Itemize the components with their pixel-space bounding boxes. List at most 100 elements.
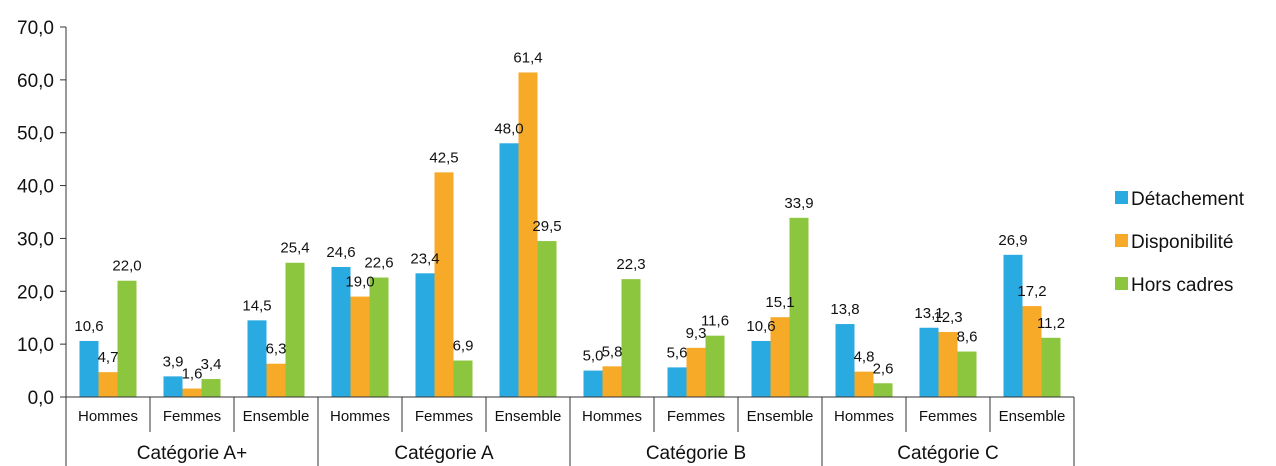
- subcategory-label: Ensemble: [243, 408, 310, 425]
- bar: [499, 143, 519, 397]
- data-label: 22,0: [112, 258, 141, 275]
- bar: [919, 327, 939, 397]
- bar: [266, 363, 286, 397]
- bar: [163, 376, 183, 397]
- legend-swatch: [1115, 277, 1128, 290]
- bar: [182, 388, 202, 397]
- group-label: Catégorie C: [897, 443, 998, 464]
- bar: [518, 72, 538, 397]
- group-label: Catégorie A+: [137, 443, 247, 464]
- subcategory-label: Hommes: [330, 408, 390, 425]
- data-label: 5,6: [667, 344, 688, 361]
- y-tick-label: 20,0: [17, 282, 54, 303]
- subcategory-label: Ensemble: [747, 408, 814, 425]
- bar: [285, 262, 305, 397]
- bar: [957, 351, 977, 397]
- data-label: 26,9: [998, 232, 1027, 249]
- bar: [873, 383, 893, 397]
- bar: [667, 367, 687, 397]
- data-label: 5,0: [583, 348, 604, 365]
- bar: [331, 266, 351, 397]
- data-label: 22,6: [364, 255, 393, 272]
- bar: [117, 280, 137, 397]
- data-label: 23,4: [410, 250, 439, 267]
- y-tick-label: 40,0: [17, 177, 54, 198]
- data-label: 9,3: [686, 325, 707, 342]
- data-label: 3,9: [163, 353, 184, 370]
- data-label: 10,6: [746, 318, 775, 335]
- y-tick-label: 30,0: [17, 229, 54, 250]
- data-label: 24,6: [326, 244, 355, 261]
- bar: [98, 372, 118, 397]
- data-label: 5,8: [602, 343, 623, 360]
- data-label: 48,0: [494, 120, 523, 137]
- bar: [247, 320, 267, 397]
- bar: [770, 317, 790, 397]
- data-label: 1,6: [182, 366, 203, 383]
- subcategory-label: Hommes: [834, 408, 894, 425]
- bar: [835, 324, 855, 397]
- data-label: 13,1: [914, 305, 943, 322]
- bar: [602, 366, 622, 397]
- x-axis: Hommes Femmes Ensemble Catégorie A+ Hommes Fe…: [65, 396, 1075, 466]
- y-tick-label: 60,0: [17, 71, 54, 92]
- subcategory-label: Femmes: [667, 408, 725, 425]
- data-label: 6,3: [266, 341, 287, 358]
- data-labels-layer: 10,6 4,7 22,0 3,91,63,4 14,5 6,3 25,4 24,6 19,0 2…: [74, 49, 1065, 382]
- subcategory-label: Hommes: [78, 408, 138, 425]
- y-axis: 0,0 10,0 20,0 30,0 40,0 50,0 60,0 70,0: [17, 18, 67, 409]
- subcategory-label: Ensemble: [999, 408, 1066, 425]
- bar: [705, 335, 725, 397]
- bar: [1022, 306, 1042, 397]
- bar: [789, 217, 809, 397]
- y-tick-label: 0,0: [28, 388, 54, 409]
- data-label: 11,2: [1037, 315, 1065, 332]
- subcategory-label: Ensemble: [495, 408, 562, 425]
- legend-label: Détachement: [1131, 189, 1245, 210]
- data-label: 4,7: [98, 349, 119, 366]
- data-label: 13,8: [830, 301, 859, 318]
- bar: [1003, 254, 1023, 397]
- bar: [854, 371, 874, 397]
- bar: [434, 172, 454, 397]
- data-label: 42,5: [429, 149, 458, 166]
- data-label: 29,5: [532, 218, 561, 235]
- legend-label: Hors cadres: [1131, 275, 1233, 296]
- bar: [415, 273, 435, 397]
- data-label: 2,6: [873, 360, 894, 377]
- data-label: 61,4: [513, 49, 542, 66]
- bar: [751, 340, 771, 397]
- data-label: 15,1: [765, 294, 794, 311]
- data-label: 3,4: [201, 356, 222, 373]
- legend-swatch: [1115, 191, 1128, 204]
- data-label: 8,6: [957, 329, 978, 346]
- y-tick-label: 70,0: [17, 18, 54, 39]
- subcategory-label: Femmes: [415, 408, 473, 425]
- data-label: 4,8: [854, 349, 875, 366]
- data-label: 14,5: [242, 297, 271, 314]
- bar: [201, 379, 221, 397]
- data-label: 19,0: [345, 274, 374, 291]
- y-tick-label: 10,0: [17, 335, 54, 356]
- subcategory-label: Hommes: [582, 408, 642, 425]
- bar: [938, 331, 958, 397]
- bar: [1041, 337, 1061, 397]
- data-label: 22,3: [616, 256, 645, 273]
- bar: [453, 360, 473, 397]
- group-label: Catégorie A: [394, 443, 494, 464]
- legend-label: Disponibilité: [1131, 232, 1233, 253]
- data-label: 12,3: [933, 309, 962, 326]
- data-label: 6,9: [453, 338, 474, 355]
- bars-layer: [79, 72, 1061, 397]
- data-label: 25,4: [280, 240, 309, 257]
- bar: [621, 279, 641, 397]
- bar: [369, 277, 389, 397]
- y-tick-label: 50,0: [17, 124, 54, 145]
- data-label: 11,6: [701, 313, 729, 330]
- legend: Détachement Disponibilité Hors cadres: [1115, 189, 1245, 296]
- data-label: 17,2: [1017, 283, 1046, 300]
- bar: [583, 370, 603, 397]
- data-label: 10,6: [74, 318, 103, 335]
- subcategory-label: Femmes: [919, 408, 977, 425]
- bar: [79, 340, 99, 397]
